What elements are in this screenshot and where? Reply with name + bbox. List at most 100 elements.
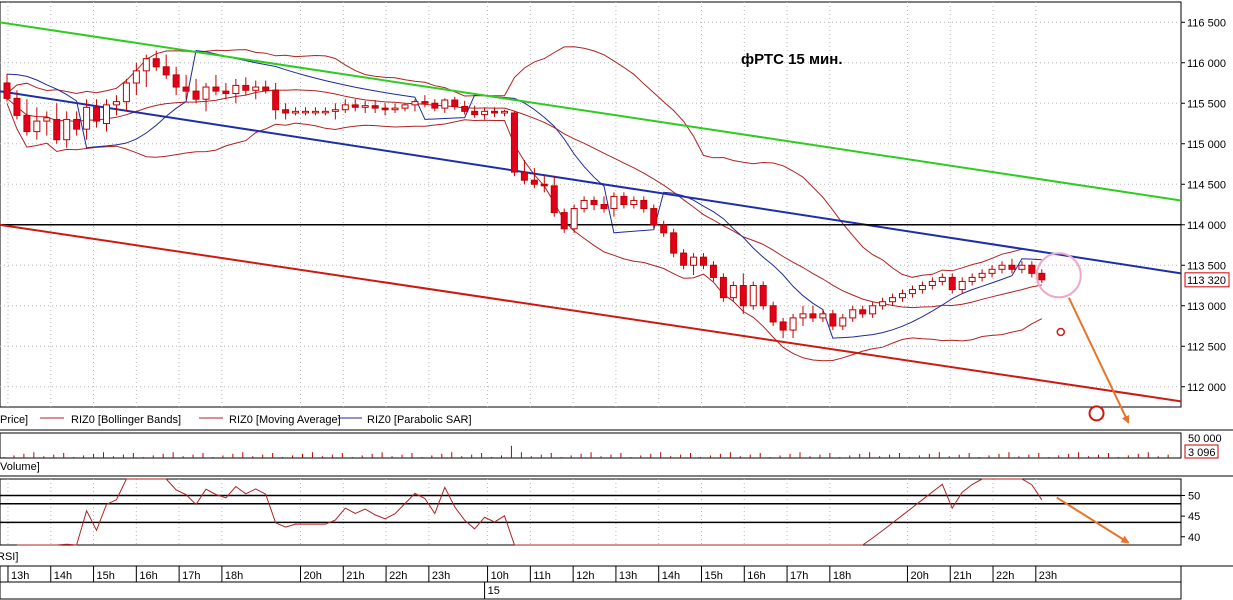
candle: [451, 96, 459, 110]
time-axis-label: 21h: [346, 570, 364, 582]
candle: [928, 277, 936, 290]
time-labels: 13h 14h 15h 16h 17h 18h 20h 21h 22h 23h 10h 11h 12h 1…: [7, 566, 1057, 599]
candle: [839, 313, 847, 331]
candle: [222, 83, 230, 100]
candle: [471, 105, 479, 118]
time-axis-label: 12h: [576, 570, 594, 582]
candle-body-up: [252, 86, 260, 91]
candle-body-down: [759, 285, 767, 307]
candle-body-up: [570, 208, 578, 230]
candle-body-up: [789, 317, 797, 331]
candle: [859, 305, 867, 318]
candle: [93, 99, 101, 128]
candle-body-up: [311, 110, 319, 114]
candle: [341, 99, 349, 113]
candle: [112, 95, 120, 116]
candle-body-down: [560, 212, 568, 230]
candle: [501, 109, 508, 117]
candle: [381, 103, 389, 116]
candle: [660, 220, 668, 237]
candle-body-down: [13, 97, 21, 116]
candle: [809, 305, 817, 322]
time-axis-label: 18h: [833, 570, 851, 582]
time-axis-label: 15h: [97, 570, 115, 582]
candle-body-down: [660, 224, 668, 234]
candle-body-down: [272, 89, 280, 111]
rsi-annotations: [1056, 496, 1130, 544]
legend-item-parabolic-sar: RIZ0 [Parabolic SAR]: [367, 414, 472, 426]
candle-body-down: [520, 171, 528, 181]
rsi-projection-arrow: [1056, 496, 1130, 544]
candle-body-down: [23, 114, 31, 133]
time-axis-label: 16h: [747, 570, 765, 582]
candle-body-down: [1038, 272, 1046, 281]
candle-body-up: [869, 305, 877, 315]
time-axis-label: 16h: [139, 570, 157, 582]
candle-body-up: [43, 117, 51, 122]
candle-body-up: [321, 110, 329, 114]
candle: [670, 228, 678, 258]
candle: [122, 78, 130, 112]
candle: [739, 273, 747, 314]
candle-body-down: [351, 104, 359, 108]
candle-body-up: [112, 101, 120, 106]
candle-body-down: [739, 285, 747, 307]
candle-body-up: [83, 106, 91, 130]
candle-body-up: [610, 195, 618, 210]
candle: [550, 176, 558, 217]
candle: [63, 111, 71, 148]
highlight-circle: [1035, 252, 1082, 299]
candle-body-up: [331, 109, 339, 112]
candle-body-up: [103, 104, 110, 125]
price-axis-tick-label: 114 000: [1187, 220, 1226, 232]
small-marker: [1056, 327, 1066, 337]
time-axis-label: 11h: [533, 570, 551, 582]
candle: [998, 261, 1006, 274]
candle-body-down: [371, 105, 379, 109]
candle: [600, 196, 608, 213]
candle-body-up: [958, 280, 966, 291]
time-axis-label: 18h: [225, 570, 243, 582]
candle: [282, 103, 290, 120]
candle: [729, 281, 737, 302]
candle: [431, 99, 439, 112]
candle-body-down: [242, 84, 250, 91]
candle-body-up: [690, 256, 698, 266]
candle-body-down: [222, 90, 230, 95]
candle-body-up: [1018, 264, 1026, 270]
time-axis-label: 22h: [996, 570, 1014, 582]
candle-body-down: [431, 102, 439, 109]
candle-body-down: [620, 195, 628, 205]
candle: [33, 107, 41, 140]
candle-body-up: [630, 199, 638, 205]
candle-body-down: [53, 118, 61, 141]
candle-body-down: [162, 66, 170, 76]
candle-body-up: [749, 285, 757, 307]
candle: [650, 204, 658, 229]
candle-body-down: [282, 109, 290, 114]
candle: [570, 204, 578, 233]
price-axis-tick-label: 116 000: [1187, 58, 1226, 70]
candle-body-up: [908, 289, 916, 295]
annotations: [1035, 252, 1130, 424]
candle-body-down: [510, 112, 518, 173]
candle: [391, 103, 399, 113]
candle: [311, 107, 319, 116]
legend-item-price: Price]: [0, 414, 28, 426]
candle: [73, 111, 81, 136]
moving-average-line: [6, 89, 1042, 309]
candle-body-up: [889, 297, 897, 303]
candle: [232, 78, 240, 104]
candle-body-up: [918, 285, 926, 291]
candle: [580, 196, 588, 213]
candle: [988, 265, 996, 278]
candle: [491, 107, 499, 118]
candle-body-up: [341, 104, 349, 111]
candle: [321, 107, 329, 116]
candle: [520, 159, 528, 185]
chart-title: фРТС 15 мин.: [741, 51, 843, 68]
volume-panel-frame: [0, 432, 1182, 459]
candle-body-up: [292, 110, 300, 114]
time-axis-label: 20h: [304, 570, 322, 582]
